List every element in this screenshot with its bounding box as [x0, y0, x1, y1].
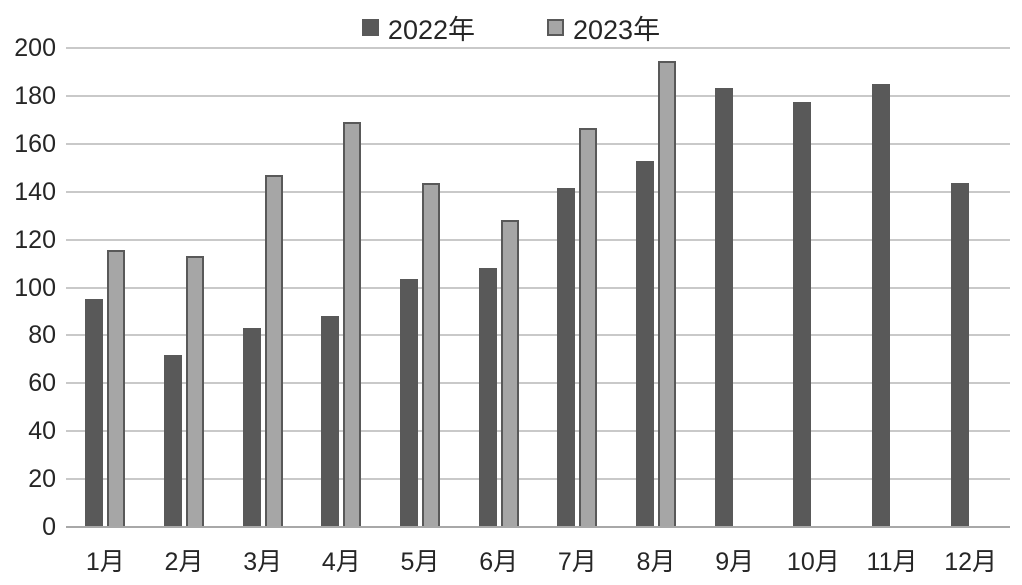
- gridline: [66, 47, 1010, 49]
- y-axis-label: 0: [42, 513, 56, 541]
- month-group: [636, 48, 676, 527]
- x-axis-label: 10月: [786, 548, 840, 576]
- month-group: [164, 48, 204, 527]
- x-axis-label: 7月: [557, 548, 597, 576]
- month-group: [400, 48, 440, 527]
- x-axis-label: 5月: [400, 548, 440, 576]
- y-axis-label: 140: [14, 177, 56, 206]
- month-group: [714, 48, 755, 527]
- x-axis-label: 8月: [636, 548, 676, 576]
- y-axis-label: 20: [28, 465, 56, 494]
- bar-2022-11月: [872, 84, 890, 527]
- bar-2023-2月: [186, 256, 204, 527]
- gridline: [66, 430, 1010, 433]
- bar-2022-5月: [400, 279, 418, 527]
- x-axis-label: 6月: [479, 548, 519, 576]
- bar-2023-1月: [107, 250, 126, 527]
- gridline: [66, 382, 1010, 385]
- x-axis-label: 9月: [715, 548, 755, 576]
- plot-area: [66, 47, 1010, 528]
- gridline: [66, 238, 1010, 241]
- y-axis-label: 80: [28, 321, 56, 350]
- x-axis-label: 2月: [164, 548, 204, 576]
- legend-label-2022: 2022年: [387, 15, 475, 45]
- y-axis-label: 120: [14, 225, 56, 254]
- gridline: [66, 190, 1010, 193]
- bar-2022-1月: [85, 299, 104, 527]
- gridline: [66, 334, 1010, 337]
- bar-2022-3月: [242, 328, 261, 527]
- x-axis-label: 12月: [944, 548, 998, 576]
- bar-2022-9月: [714, 88, 733, 527]
- gridline: [66, 94, 1010, 97]
- bar-2022-8月: [636, 161, 654, 527]
- legend-swatch-2023: [547, 19, 564, 36]
- legend-item-2022: 2022年: [361, 8, 475, 47]
- legend: 2022年 2023年: [0, 8, 1022, 47]
- y-axis-label: 100: [14, 273, 56, 302]
- gridline: [66, 142, 1010, 145]
- legend-swatch-2022: [361, 19, 379, 36]
- month-group: [793, 48, 833, 527]
- y-axis-label: 40: [28, 417, 56, 446]
- bar-2022-10月: [793, 102, 812, 527]
- month-group: [557, 48, 598, 527]
- legend-item-2023: 2023年: [547, 8, 660, 47]
- x-axis-label: 1月: [85, 548, 125, 576]
- x-axis-label: 11月: [866, 548, 918, 576]
- month-group: [478, 48, 519, 527]
- month-group: [950, 48, 991, 527]
- month-group: [242, 48, 283, 527]
- y-axis-label: 180: [14, 81, 56, 110]
- y-axis-label: 60: [28, 369, 56, 398]
- x-axis-label: 4月: [321, 548, 361, 576]
- x-axis-label: 3月: [243, 548, 283, 576]
- gridline: [66, 286, 1010, 289]
- month-group: [85, 48, 126, 527]
- bar-2022-4月: [321, 316, 340, 527]
- legend-label-2023: 2023年: [573, 15, 661, 45]
- bar-2022-2月: [164, 355, 182, 527]
- bar-2023-6月: [500, 220, 519, 527]
- month-group: [321, 48, 362, 527]
- bar-2023-4月: [343, 122, 362, 527]
- bar-2023-8月: [658, 61, 676, 527]
- bar-2023-5月: [422, 183, 440, 527]
- bar-2023-7月: [579, 128, 598, 527]
- x-axis-line: [66, 526, 1010, 528]
- bar-2022-12月: [950, 183, 969, 527]
- month-group: [872, 48, 912, 527]
- bar-2022-6月: [478, 268, 497, 527]
- bar-2023-3月: [264, 175, 283, 527]
- bar-2022-7月: [557, 188, 576, 527]
- gridline: [66, 478, 1010, 481]
- y-axis-label: 200: [14, 34, 56, 62]
- y-axis-label: 160: [14, 129, 56, 158]
